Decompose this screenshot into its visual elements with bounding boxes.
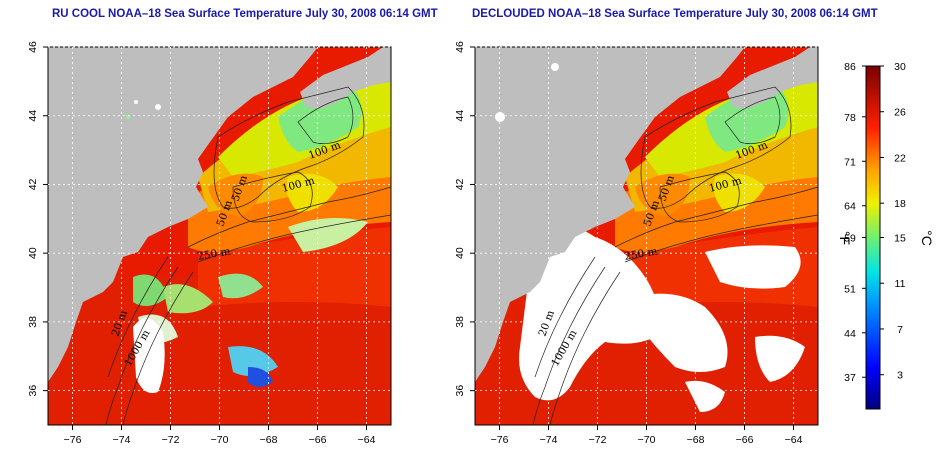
right-lat-tick-label: 46 [454,41,466,53]
colorbar-celsius-unit: °C [919,230,935,246]
colorbar-celsius-label: 7 [897,324,903,336]
right-lat-tick-label: 44 [454,110,466,122]
colorbar-fahrenheit-label: 78 [844,112,856,124]
left-lon-tick-label: −74 [113,434,131,446]
left-lat-tick-label: 44 [27,110,39,122]
right-contour-label: 250 m [623,245,658,263]
left-lat-tick-label: 46 [27,41,39,53]
left-lon-tick-label: −76 [64,434,82,446]
colorbar-celsius-label: 26 [894,107,906,119]
left-lon-tick-label: −64 [358,434,376,446]
colorbar-celsius-label: 15 [894,233,906,245]
right-lon-tick-label: −74 [540,434,558,446]
colorbar-celsius-label: 18 [894,198,906,210]
colorbar-celsius-label: 3 [897,370,903,382]
right-lat-tick-label: 38 [454,316,466,328]
right-panel-title: DECLOUDED NOAA–18 Sea Surface Temperatur… [472,8,878,20]
right-lon-tick-label: −70 [638,434,656,446]
right-lat-tick-label: 40 [454,247,466,259]
left-contour-label: 250 m [196,245,231,263]
colorbar-fahrenheit-unit: °F [837,231,853,245]
right-lat-tick-label: 42 [454,178,466,190]
left-lon-tick-label: −70 [211,434,229,446]
left-lon-tick-label: −66 [309,434,327,446]
colorbar-fahrenheit-label: 86 [844,61,856,73]
right-lat-tick-label: 36 [454,385,466,397]
right-lon-tick-label: −66 [736,434,754,446]
right-lon-tick-label: −64 [785,434,803,446]
colorbar-fahrenheit-label: 71 [844,156,856,168]
colorbar-celsius-label: 11 [895,278,906,290]
colorbar-fahrenheit-label: 64 [844,201,856,213]
right-lon-tick-label: −72 [589,434,607,446]
right-lon-tick-label: −76 [491,434,509,446]
right-map [475,47,818,425]
left-lon-tick-label: −72 [162,434,180,446]
left-lon-tick-label: −68 [260,434,278,446]
left-lat-tick-label: 36 [27,385,39,397]
colorbar-celsius-label: 30 [894,61,906,73]
left-panel-title: RU COOL NOAA–18 Sea Surface Temperature … [52,8,438,20]
colorbar-fahrenheit-label: 51 [844,283,856,295]
left-lat-tick-label: 42 [27,178,39,190]
left-lat-tick-label: 38 [27,316,39,328]
colorbar-celsius-label: 22 [894,152,906,164]
colorbar-fahrenheit-label: 44 [844,328,856,340]
colorbar-fahrenheit-label: 59 [844,233,856,245]
colorbar [865,65,881,410]
colorbar-fahrenheit-label: 37 [844,372,856,384]
left-lat-tick-label: 40 [27,247,39,259]
right-lon-tick-label: −68 [687,434,705,446]
